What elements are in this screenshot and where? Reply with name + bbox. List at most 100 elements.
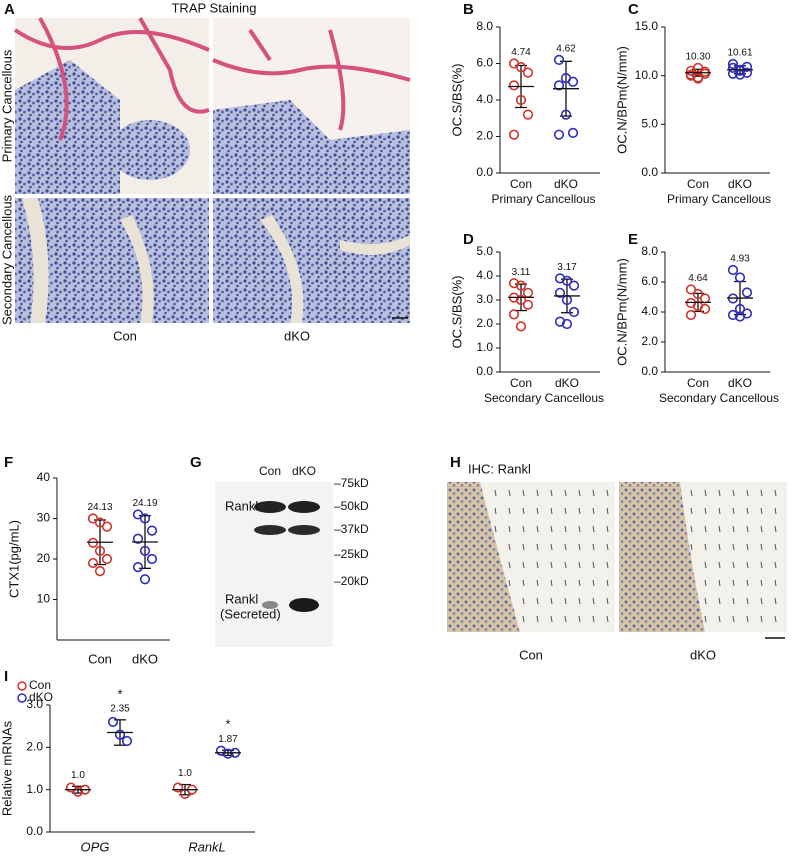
- mean-label: 10.30: [685, 52, 710, 63]
- band-label: Rankl: [225, 591, 258, 606]
- data-point: [94, 566, 106, 577]
- data-point: [699, 303, 711, 315]
- data-point: [508, 129, 520, 140]
- tissue: [619, 482, 705, 632]
- data-point: [553, 129, 565, 140]
- column-label: dKO: [690, 647, 716, 662]
- data-point: [132, 533, 144, 544]
- tissue: [447, 482, 520, 632]
- data-point: [522, 109, 534, 120]
- data-point: [515, 62, 527, 73]
- data-point: [554, 316, 566, 327]
- data-point: [734, 311, 746, 322]
- y-tick-label: 30: [37, 511, 51, 525]
- row-label: Secondary Cancellous: [0, 194, 14, 325]
- data-point: [94, 545, 106, 557]
- legend-label: dKO: [29, 690, 53, 704]
- data-point: [734, 272, 746, 283]
- row-label: Primary Cancellous: [0, 49, 14, 162]
- data-point: [515, 94, 527, 106]
- data-point: [515, 321, 527, 332]
- legend-marker: [17, 681, 27, 691]
- y-tick-label: 3.0: [476, 292, 493, 306]
- y-tick-label: 4.0: [476, 92, 493, 106]
- panel-letter: A: [4, 1, 15, 18]
- y-tick-label: 20: [37, 551, 51, 565]
- panel-letter: D: [463, 231, 474, 248]
- western-blot: [215, 482, 333, 647]
- lane-label: Con: [259, 464, 281, 478]
- data-point: [734, 303, 746, 315]
- mean-label: 1.0: [178, 768, 192, 779]
- y-axis-label: CTX1(pg/mL): [6, 520, 21, 598]
- marker-label: –20kD: [334, 574, 369, 588]
- panel-letter: G: [190, 454, 202, 471]
- y-tick-label: 8.0: [476, 19, 493, 33]
- data-point: [522, 67, 534, 78]
- data-point: [692, 73, 704, 84]
- data-point: [114, 729, 126, 740]
- data-point: [553, 80, 565, 91]
- data-point: [567, 76, 579, 87]
- y-tick-label: 4.0: [641, 304, 658, 318]
- x-axis-label: Secondary Cancellous: [484, 391, 604, 405]
- x-tick-label: dKO: [728, 177, 752, 191]
- significance: *: [117, 686, 122, 701]
- data-point: [554, 273, 566, 284]
- image: [213, 198, 410, 323]
- x-tick-label: Con: [510, 376, 532, 390]
- column-label: Con: [113, 328, 137, 343]
- mean-label: 4.93: [730, 254, 750, 265]
- x-axis-label: Primary Cancellous: [667, 192, 771, 206]
- x-tick-label: Con: [687, 376, 709, 390]
- x-tick-label: dKO: [132, 651, 158, 666]
- y-tick-label: 6.0: [476, 56, 493, 70]
- data-point: [560, 109, 572, 120]
- data-point: [515, 294, 527, 306]
- panel-title: TRAP Staining: [171, 0, 256, 15]
- panel-letter: E: [628, 231, 638, 248]
- y-tick-label: 40: [37, 470, 51, 484]
- x-tick-label: dKO: [555, 376, 579, 390]
- band-label: Rankl: [225, 498, 258, 513]
- x-tick-label: Con: [510, 177, 532, 191]
- significance: *: [225, 717, 230, 732]
- panel-letter: F: [4, 454, 13, 471]
- trap-images: [13, 17, 411, 323]
- band: [262, 601, 278, 609]
- y-tick-label: 2.0: [26, 740, 43, 754]
- data-point: [727, 264, 739, 276]
- y-axis-label: Relative mRNAs: [0, 720, 14, 816]
- y-tick-label: 2.0: [641, 334, 658, 348]
- y-tick-label: 0.0: [641, 165, 658, 179]
- data-point: [121, 735, 133, 747]
- mean-label: 10.61: [727, 48, 752, 59]
- panel-title: IHC: Rankl: [468, 461, 531, 476]
- tissue: [110, 120, 190, 180]
- trabecula: [260, 215, 410, 323]
- panel-letter: B: [463, 1, 474, 18]
- y-tick-label: 10.0: [635, 68, 659, 82]
- y-tick-label: 0.0: [476, 364, 493, 378]
- mean-label: 2.35: [110, 703, 130, 714]
- data-point: [727, 58, 739, 70]
- data-point: [87, 557, 99, 569]
- mean-label: 4.74: [511, 47, 531, 58]
- panel-letter: I: [4, 668, 8, 685]
- data-point: [741, 67, 753, 78]
- mean-label: 24.19: [132, 498, 157, 509]
- y-tick-label: 1.0: [26, 782, 43, 796]
- data-point: [699, 293, 711, 304]
- data-point: [734, 69, 746, 80]
- mean-label: 1.0: [71, 770, 85, 781]
- data-point: [508, 278, 520, 289]
- y-tick-label: 0.0: [641, 364, 658, 378]
- y-tick-label: 0.0: [26, 824, 43, 838]
- x-axis-label: Primary Cancellous: [491, 192, 595, 206]
- data-point: [554, 287, 566, 298]
- marker-label: –37kD: [334, 522, 369, 536]
- data-point: [132, 561, 144, 573]
- data-point: [741, 287, 753, 298]
- y-tick-label: 5.0: [476, 244, 493, 258]
